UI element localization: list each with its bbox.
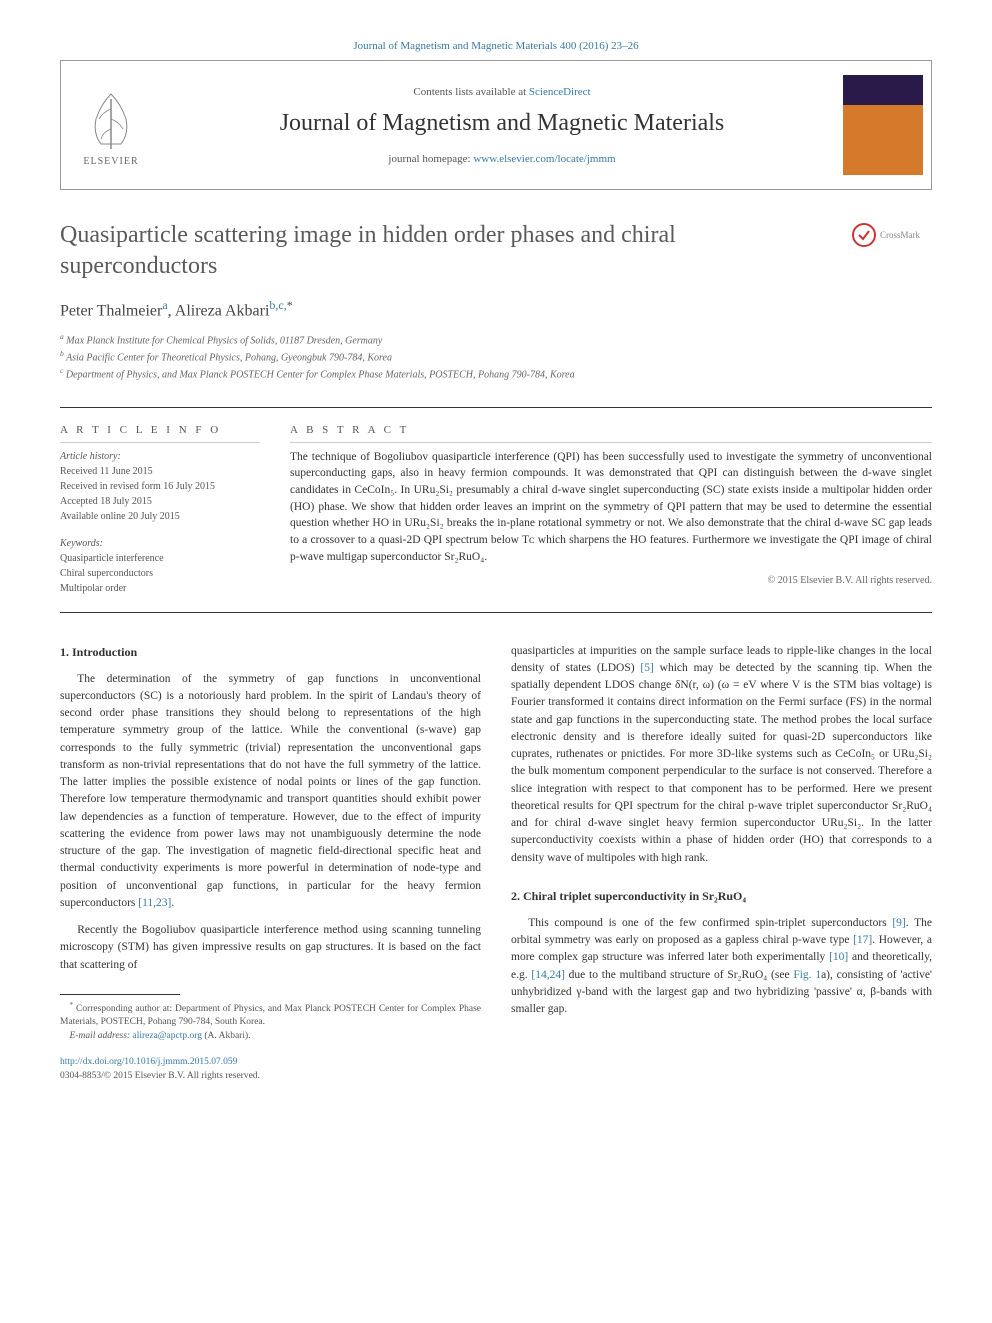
issn-line: 0304-8853/© 2015 Elsevier B.V. All right… [60,1071,260,1081]
contents-line: Contents lists available at ScienceDirec… [171,86,833,98]
left-column: 1. Introduction The determination of the… [60,643,481,1084]
page-container: Journal of Magnetism and Magnetic Materi… [0,0,992,1123]
ref-9[interactable]: [9] [892,917,905,929]
accepted-date: Accepted 18 July 2015 [60,494,260,509]
contents-prefix: Contents lists available at [413,86,528,98]
affiliation-c: c Department of Physics, and Max Planck … [60,365,932,382]
sciencedirect-link[interactable]: ScienceDirect [529,86,591,98]
section-2-heading: 2. Chiral triplet superconductivity in S… [511,887,932,905]
homepage-link[interactable]: www.elsevier.com/locate/jmmm [473,153,615,165]
body-columns: 1. Introduction The determination of the… [60,643,932,1084]
article-info: A R T I C L E I N F O Article history: R… [60,424,260,596]
author-1: Peter Thalmeier [60,303,162,320]
journal-name: Journal of Magnetism and Magnetic Materi… [171,110,833,137]
email-link[interactable]: alireza@apctp.org [132,1031,202,1041]
section-2-paragraph-1: This compound is one of the few confirme… [511,915,932,1019]
top-citation: Journal of Magnetism and Magnetic Materi… [60,40,932,52]
homepage-prefix: journal homepage: [388,153,473,165]
col2-continuation: quasiparticles at impurities on the samp… [511,643,932,867]
divider [60,612,932,613]
right-column: quasiparticles at impurities on the samp… [511,643,932,1084]
journal-header: ELSEVIER Contents lists available at Sci… [60,60,932,190]
doi-link[interactable]: http://dx.doi.org/10.1016/j.jmmm.2015.07… [60,1057,237,1067]
ref-5[interactable]: [5] [640,662,653,674]
article-title: Quasiparticle scattering image in hidden… [60,220,832,282]
elsevier-tree-icon [81,84,141,154]
doi-block: http://dx.doi.org/10.1016/j.jmmm.2015.07… [60,1055,481,1084]
affiliation-a: a Max Planck Institute for Chemical Phys… [60,331,932,348]
history-label: Article history: [60,449,260,464]
section-1-heading: 1. Introduction [60,643,481,661]
keywords: Keywords: Quasiparticle interference Chi… [60,536,260,596]
ref-17[interactable]: [17] [853,934,872,946]
journal-cover-thumbnail [843,75,923,175]
ref-10[interactable]: [10] [829,951,848,963]
crossmark-label: CrossMark [880,230,920,240]
keywords-label: Keywords: [60,536,260,551]
abstract-copyright: © 2015 Elsevier B.V. All rights reserved… [290,575,932,586]
info-abstract-row: A R T I C L E I N F O Article history: R… [60,407,932,596]
ref-11-23[interactable]: [11,23] [138,897,171,909]
keyword-3: Multipolar order [60,581,260,596]
author-sep: , [168,303,175,320]
intro-paragraph-2: Recently the Bogoliubov quasiparticle in… [60,922,481,974]
affiliation-b: b Asia Pacific Center for Theoretical Ph… [60,348,932,365]
email-footnote: E-mail address: alireza@apctp.org (A. Ak… [60,1030,481,1043]
abstract-text: The technique of Bogoliubov quasiparticl… [290,449,932,566]
header-center: Contents lists available at ScienceDirec… [161,76,843,175]
ref-14-24[interactable]: [14,24] [531,969,565,981]
intro-paragraph-1: The determination of the symmetry of gap… [60,671,481,913]
crossmark-icon [852,223,876,247]
article-history: Article history: Received 11 June 2015 R… [60,449,260,524]
keyword-2: Chiral superconductors [60,566,260,581]
elsevier-label: ELSEVIER [83,156,138,167]
online-date: Available online 20 July 2015 [60,509,260,524]
revised-date: Received in revised form 16 July 2015 [60,479,260,494]
fig-1-ref[interactable]: Fig. 1 [793,969,821,981]
title-block: Quasiparticle scattering image in hidden… [60,220,932,282]
elsevier-logo: ELSEVIER [61,61,161,189]
affiliations: a Max Planck Institute for Chemical Phys… [60,331,932,383]
email-label: E-mail address: [70,1031,133,1041]
author-2: Alireza Akbari [175,303,270,320]
abstract-column: A B S T R A C T The technique of Bogoliu… [290,424,932,596]
article-info-heading: A R T I C L E I N F O [60,424,260,443]
email-who: (A. Akbari). [202,1031,251,1041]
received-date: Received 11 June 2015 [60,464,260,479]
crossmark-badge[interactable]: CrossMark [852,220,932,250]
footnote-separator [60,994,180,995]
corresponding-footnote: * Corresponding author at: Department of… [60,1001,481,1030]
homepage-line: journal homepage: www.elsevier.com/locat… [171,153,833,165]
authors-line: Peter Thalmeiera, Alireza Akbarib,c,* [60,298,932,320]
keyword-1: Quasiparticle interference [60,551,260,566]
corresponding-mark: * [287,298,293,312]
author-2-aff[interactable]: b,c, [269,298,286,312]
abstract-heading: A B S T R A C T [290,424,932,443]
